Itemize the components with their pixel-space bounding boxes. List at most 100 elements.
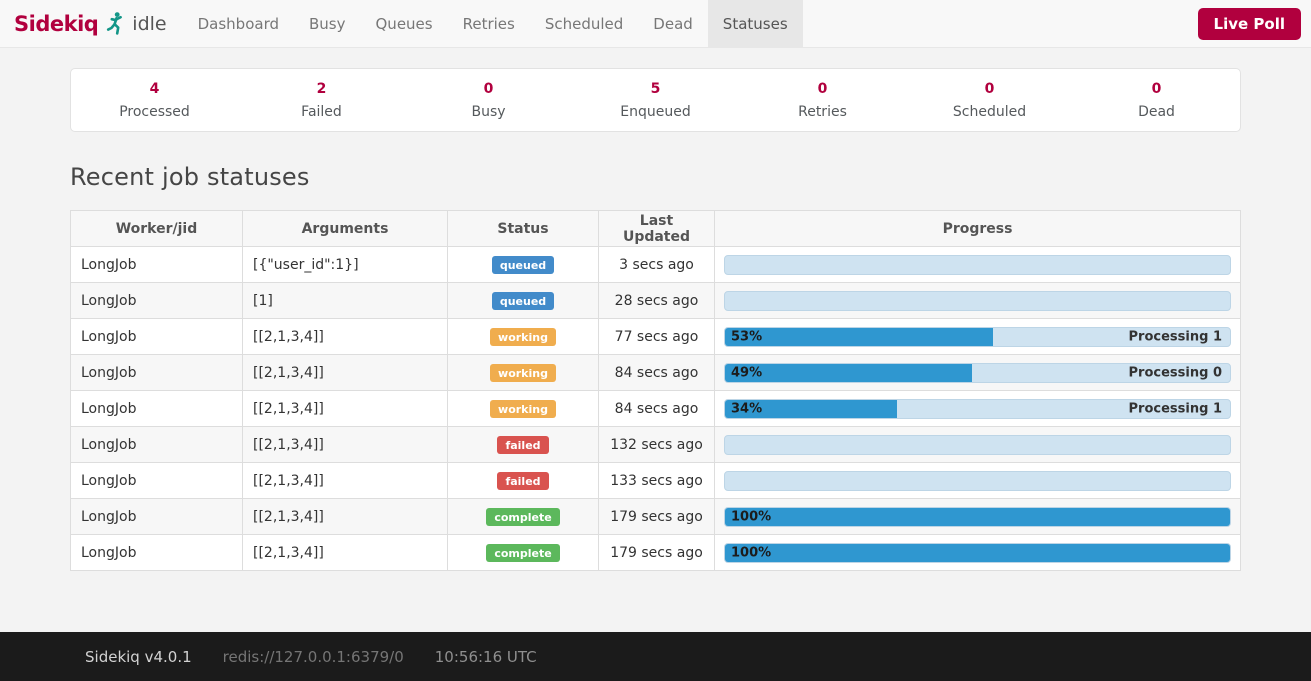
page-title: Recent job statuses: [70, 163, 310, 191]
stat-failed[interactable]: 2 Failed: [238, 81, 405, 120]
arguments-cell: [[2,1,3,4]]: [242, 354, 448, 391]
status-badge-failed: failed: [497, 471, 549, 490]
status-badge-failed: failed: [497, 435, 549, 454]
table-row: LongJob [[2,1,3,4]] working 84 secs ago 34% P…: [70, 390, 1241, 427]
process-status: idle: [132, 12, 167, 35]
status-badge-working: working: [490, 399, 556, 418]
arguments-cell: [{"user_id":1}]: [242, 246, 448, 283]
progress-cell: [714, 462, 1241, 499]
last-updated-cell: 3 secs ago: [598, 246, 715, 283]
worker-cell: LongJob: [70, 426, 243, 463]
status-badge-queued: queued: [491, 291, 555, 310]
brand[interactable]: Sidekiq idle: [0, 0, 183, 47]
last-updated-cell: 179 secs ago: [598, 498, 715, 535]
status-cell: failed: [447, 426, 599, 463]
nav-item-busy[interactable]: Busy: [309, 14, 346, 33]
footer-version: Sidekiq v4.0.1: [85, 647, 192, 666]
progress-bar: 100%: [724, 542, 1231, 563]
nav-item-scheduled[interactable]: Scheduled: [544, 14, 624, 33]
stat-enqueued[interactable]: 5 Enqueued: [572, 81, 739, 120]
progress-bar: 34% Processing 1: [724, 398, 1231, 419]
stat-dead[interactable]: 0 Dead: [1073, 81, 1240, 120]
stat-label: Processed: [119, 103, 190, 120]
last-updated-cell: 179 secs ago: [598, 534, 715, 571]
footer: Sidekiq v4.0.1 redis://127.0.0.1:6379/0 …: [0, 632, 1311, 681]
last-updated-cell: 132 secs ago: [598, 426, 715, 463]
status-cell: failed: [447, 462, 599, 499]
arguments-cell: [[2,1,3,4]]: [242, 318, 448, 355]
status-cell: working: [447, 354, 599, 391]
navbar: Sidekiq idle Dashboard Busy Queues Retries S…: [0, 0, 1311, 48]
nav-item-statuses[interactable]: Statuses: [707, 0, 803, 47]
col-header-arguments: Arguments: [242, 210, 448, 247]
stat-label: Scheduled: [952, 103, 1027, 120]
status-badge-working: working: [490, 363, 556, 382]
progress-bar: [724, 434, 1231, 455]
stat-label: Retries: [798, 103, 847, 120]
status-cell: complete: [447, 534, 599, 571]
worker-cell: LongJob: [70, 282, 243, 319]
progress-cell: 100%: [714, 534, 1241, 571]
table-header-row: Worker/jid Arguments Status Last Updated Pro…: [70, 210, 1241, 247]
last-updated-cell: 133 secs ago: [598, 462, 715, 499]
table-row: LongJob [[2,1,3,4]] complete 179 secs ago 10…: [70, 534, 1241, 571]
job-statuses-table: Worker/jid Arguments Status Last Updated Pro…: [70, 210, 1241, 571]
table-row: LongJob [1] queued 28 secs ago: [70, 282, 1241, 319]
progress-bar: 100%: [724, 506, 1231, 527]
stat-label: Busy: [471, 103, 506, 120]
progress-message: Processing 0: [1128, 365, 1222, 380]
progress-cell: 34% Processing 1: [714, 390, 1241, 427]
status-cell: queued: [447, 282, 599, 319]
progress-bar: [724, 290, 1231, 311]
table-row: LongJob [{"user_id":1}] queued 3 secs ago: [70, 246, 1241, 283]
stat-value: 0: [817, 80, 828, 97]
arguments-cell: [[2,1,3,4]]: [242, 534, 448, 571]
stat-processed[interactable]: 4 Processed: [71, 81, 238, 120]
stat-value: 2: [316, 80, 327, 97]
status-cell: working: [447, 318, 599, 355]
nav-menu: Dashboard Busy Queues Retries Scheduled Dead S…: [183, 0, 803, 47]
worker-cell: LongJob: [70, 498, 243, 535]
stats-summary: 4 Processed 2 Failed 0 Busy 5 Enqueued 0 Retries 0…: [70, 68, 1241, 132]
stat-label: Failed: [301, 103, 342, 120]
table-row: LongJob [[2,1,3,4]] failed 132 secs ago: [70, 426, 1241, 463]
nav-item-retries[interactable]: Retries: [462, 14, 515, 33]
progress-cell: [714, 246, 1241, 283]
progress-percent-label: 100%: [731, 545, 772, 560]
col-header-worker-jid: Worker/jid: [70, 210, 243, 247]
progress-bar: [724, 470, 1231, 491]
progress-bar: 53% Processing 1: [724, 326, 1231, 347]
nav-item-dashboard[interactable]: Dashboard: [197, 14, 279, 33]
progress-bar: [724, 254, 1231, 275]
worker-cell: LongJob: [70, 318, 243, 355]
progress-cell: 49% Processing 0: [714, 354, 1241, 391]
last-updated-cell: 28 secs ago: [598, 282, 715, 319]
status-badge-working: working: [490, 327, 556, 346]
progress-percent-label: 53%: [731, 329, 763, 344]
progress-bar: 49% Processing 0: [724, 362, 1231, 383]
progress-bar-fill: [725, 507, 1230, 526]
table-row: LongJob [[2,1,3,4]] working 77 secs ago 53% P…: [70, 318, 1241, 355]
nav-item-queues[interactable]: Queues: [375, 14, 433, 33]
progress-cell: 100%: [714, 498, 1241, 535]
status-badge-complete: complete: [486, 507, 560, 526]
stat-value: 0: [1151, 80, 1162, 97]
stat-busy[interactable]: 0 Busy: [405, 81, 572, 120]
progress-bar-fill: [725, 363, 973, 382]
worker-cell: LongJob: [70, 534, 243, 571]
footer-redis-url: redis://127.0.0.1:6379/0: [222, 647, 404, 666]
progress-cell: [714, 282, 1241, 319]
arguments-cell: [[2,1,3,4]]: [242, 462, 448, 499]
progress-percent-label: 100%: [731, 509, 772, 524]
progress-bar-fill: [725, 399, 897, 418]
stat-retries[interactable]: 0 Retries: [739, 81, 906, 120]
live-poll-button[interactable]: Live Poll: [1197, 8, 1301, 40]
arguments-cell: [[2,1,3,4]]: [242, 498, 448, 535]
table-row: LongJob [[2,1,3,4]] complete 179 secs ago 10…: [70, 498, 1241, 535]
nav-item-dead[interactable]: Dead: [653, 14, 693, 33]
brand-name[interactable]: Sidekiq: [14, 11, 99, 36]
footer-time: 10:56:16 UTC: [434, 647, 537, 666]
progress-bar-fill: [725, 543, 1230, 562]
stat-scheduled[interactable]: 0 Scheduled: [906, 81, 1073, 120]
progress-cell: [714, 426, 1241, 463]
